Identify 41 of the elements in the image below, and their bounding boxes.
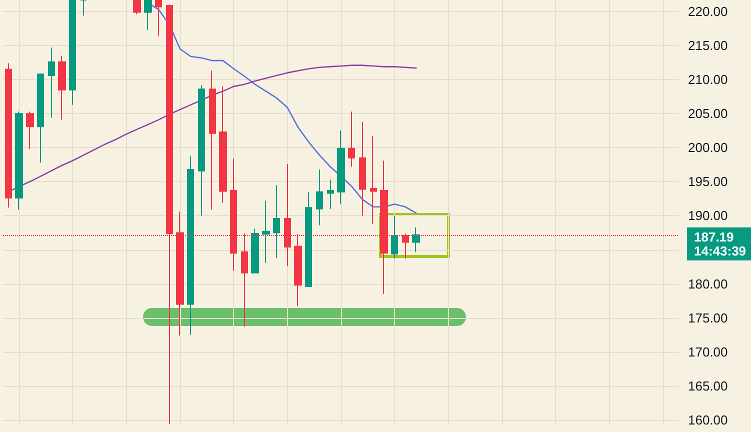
y-tick-label: 220.00 [688, 4, 728, 20]
candlestick [187, 155, 194, 336]
candlestick [155, 0, 162, 37]
candlestick [15, 111, 23, 210]
candlestick [337, 130, 345, 205]
y-tick-label: 200.00 [688, 140, 728, 156]
candlestick [58, 55, 66, 120]
candlestick [348, 111, 355, 168]
y-tick-label: 190.00 [688, 208, 728, 224]
candlestick [69, 0, 76, 106]
y-tick-label: 165.00 [688, 378, 728, 394]
y-tick-label: 205.00 [688, 106, 728, 122]
candlestick [305, 191, 312, 288]
candlestick [133, 0, 141, 15]
y-tick-label: 170.00 [688, 344, 728, 360]
candlestick [219, 86, 227, 204]
candlestick [391, 215, 398, 260]
candlestick [316, 168, 323, 226]
candlestick [262, 200, 270, 264]
y-tick-label: 175.00 [688, 310, 728, 326]
text: 14:43:39 [694, 243, 746, 258]
candlestick [251, 228, 259, 274]
candlestick [48, 47, 55, 118]
candlestick [370, 136, 377, 224]
candlestick [359, 121, 366, 216]
candlestick [209, 70, 216, 210]
y-tick-label: 215.00 [688, 38, 728, 54]
ref-line-label: 187.19 [694, 229, 734, 244]
y-tick-label: 180.00 [688, 276, 728, 292]
candlestick [37, 73, 44, 164]
y-tick-label: 210.00 [688, 72, 728, 88]
candlestick [26, 111, 34, 150]
candlestick [273, 184, 280, 258]
candlestick [5, 62, 12, 208]
candlestick [144, 0, 152, 30]
candlestick [80, 0, 87, 16]
candlestick [327, 179, 334, 210]
y-tick-label: 195.00 [688, 174, 728, 190]
candlestick [198, 84, 205, 216]
y-tick-label: 160.00 [688, 412, 728, 428]
candlestick [412, 226, 420, 252]
